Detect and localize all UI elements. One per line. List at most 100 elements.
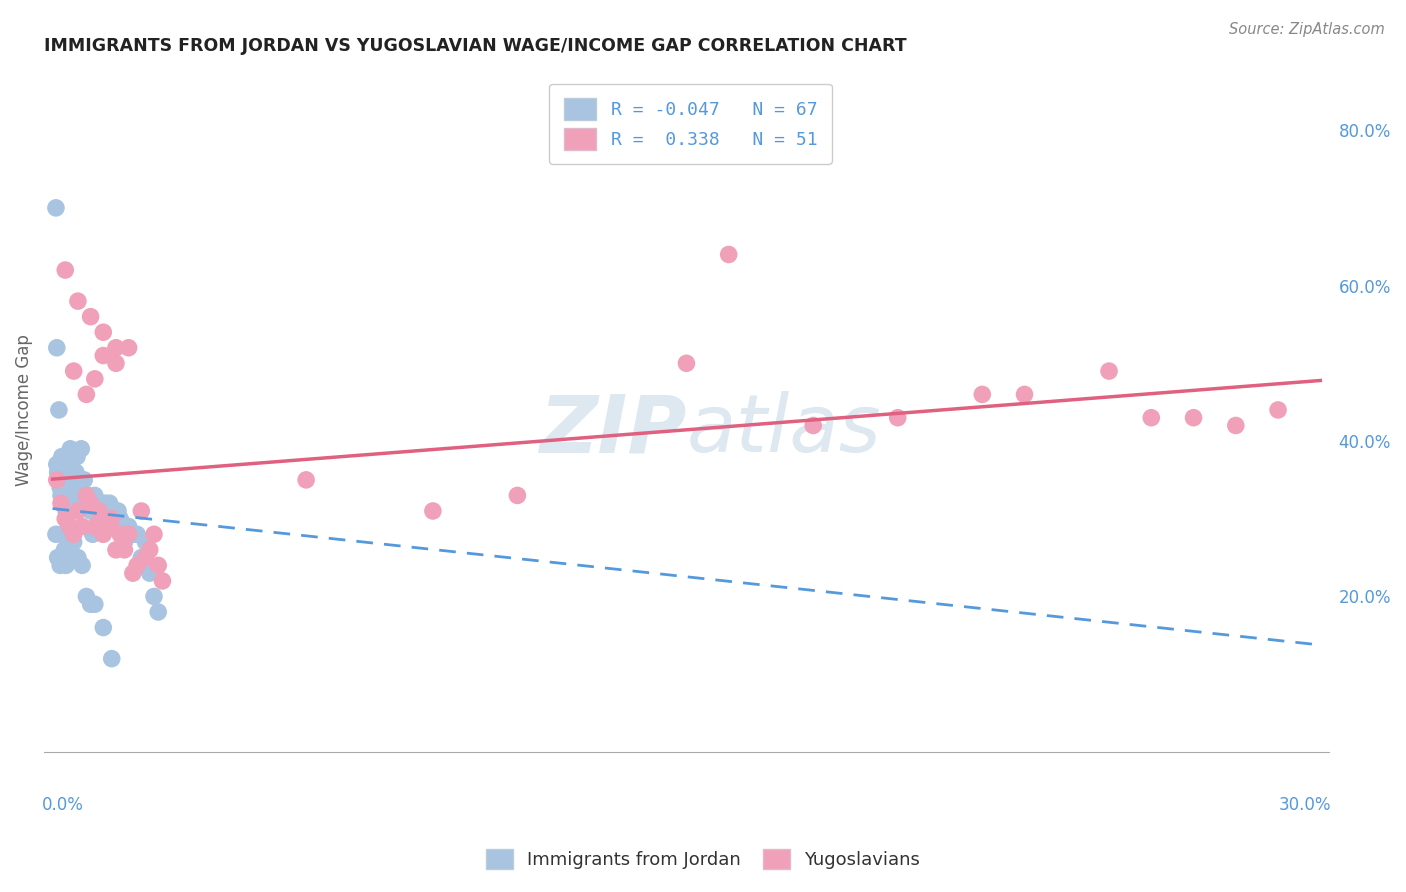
Point (94, 496, 117, 510)
Point (53, 263, 76, 277)
Point (87, 504, 110, 518)
Point (73, 473, 96, 487)
Point (49, 488, 72, 502)
Point (62, 535, 84, 549)
Point (79, 504, 101, 518)
Y-axis label: Wage/Income Gap: Wage/Income Gap (15, 334, 32, 486)
Point (51, 527, 73, 541)
Point (143, 590, 166, 604)
Point (48, 473, 70, 487)
Point (1267, 403, 1289, 417)
Point (66, 550, 89, 565)
Point (87, 504, 110, 518)
Point (75, 590, 97, 604)
Text: 30.0%: 30.0% (1279, 797, 1331, 814)
Point (506, 488, 529, 502)
Point (83, 488, 105, 502)
Point (131, 550, 153, 565)
Point (104, 519, 127, 533)
Point (49, 558, 72, 573)
Point (59, 442, 82, 456)
Point (1098, 364, 1121, 378)
Point (108, 512, 131, 526)
Point (1014, 387, 1036, 401)
Legend: Immigrants from Jordan, Yugoslavians: Immigrants from Jordan, Yugoslavians (477, 839, 929, 879)
Point (139, 566, 162, 581)
Point (91, 325, 114, 339)
Point (75, 488, 97, 502)
Point (1225, 418, 1247, 433)
Point (117, 519, 139, 533)
Point (70, 558, 93, 573)
Point (55, 504, 77, 518)
Point (139, 542, 162, 557)
Point (104, 356, 127, 370)
Point (117, 341, 139, 355)
Point (422, 504, 444, 518)
Point (45, 527, 67, 541)
Point (152, 574, 174, 588)
Text: Source: ZipAtlas.com: Source: ZipAtlas.com (1229, 22, 1385, 37)
Text: IMMIGRANTS FROM JORDAN VS YUGOSLAVIAN WAGE/INCOME GAP CORRELATION CHART: IMMIGRANTS FROM JORDAN VS YUGOSLAVIAN WA… (44, 37, 907, 55)
Point (112, 542, 135, 557)
Point (295, 473, 318, 487)
Point (58, 519, 80, 533)
Point (90, 496, 112, 510)
Point (70, 519, 93, 533)
Point (66, 294, 89, 309)
Point (887, 410, 910, 425)
Point (104, 542, 127, 557)
Text: ZIP: ZIP (538, 392, 686, 469)
Point (58, 488, 80, 502)
Legend: R = -0.047   N = 67, R =  0.338   N = 51: R = -0.047 N = 67, R = 0.338 N = 51 (550, 84, 831, 164)
Text: atlas: atlas (686, 392, 882, 469)
Point (135, 535, 157, 549)
Point (66, 488, 89, 502)
Point (112, 535, 135, 549)
Point (143, 527, 166, 541)
Point (86, 496, 108, 510)
Point (100, 651, 122, 665)
Point (75, 488, 97, 502)
Point (49, 496, 72, 510)
Point (62, 496, 84, 510)
Point (49, 481, 72, 495)
Point (801, 418, 824, 433)
Point (65, 465, 87, 479)
Point (100, 512, 122, 526)
Point (107, 504, 129, 518)
Point (77, 488, 100, 502)
Point (1182, 410, 1205, 425)
Point (58, 542, 80, 557)
Point (125, 558, 148, 573)
Point (717, 247, 740, 261)
Point (58, 465, 80, 479)
Point (91, 527, 114, 541)
Point (46, 550, 69, 565)
Point (83, 372, 105, 386)
Point (972, 387, 994, 401)
Point (675, 356, 697, 370)
Point (117, 527, 139, 541)
Point (148, 605, 170, 619)
Point (96, 519, 118, 533)
Point (62, 504, 84, 518)
Point (53, 496, 76, 510)
Point (53, 542, 76, 557)
Point (98, 496, 121, 510)
Point (66, 450, 89, 464)
Point (91, 504, 114, 518)
Point (104, 341, 127, 355)
Point (46, 465, 69, 479)
Point (52, 481, 75, 495)
Point (48, 403, 70, 417)
Point (135, 550, 157, 565)
Point (53, 512, 76, 526)
Point (75, 387, 97, 401)
Point (62, 527, 84, 541)
Point (108, 527, 131, 541)
Point (79, 310, 101, 324)
Point (55, 558, 77, 573)
Point (70, 442, 93, 456)
Point (79, 597, 101, 611)
